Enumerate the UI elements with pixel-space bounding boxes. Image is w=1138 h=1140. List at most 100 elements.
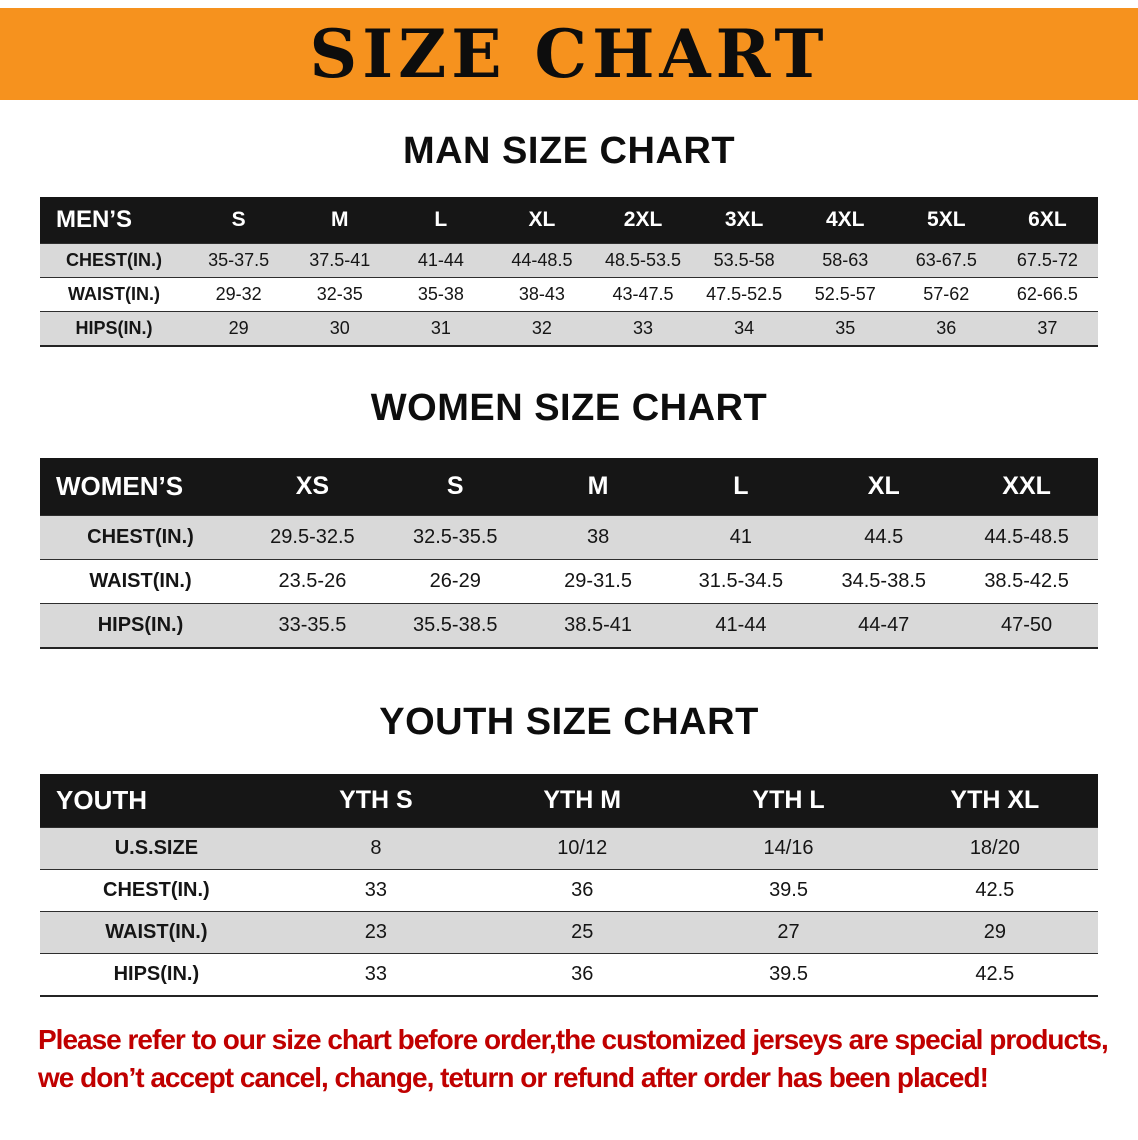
size-column-header: M bbox=[289, 197, 391, 244]
measurement-cell: 32.5-35.5 bbox=[383, 515, 527, 560]
measurement-cell: 32-35 bbox=[289, 277, 391, 312]
table-row: WAIST(IN.) 23 25 27 29 bbox=[40, 911, 1098, 954]
measurement-cell: 35-37.5 bbox=[188, 243, 290, 278]
header-row: MEN’S S M L XL 2XL 3XL 4XL 5XL 6XL bbox=[40, 197, 1098, 244]
size-column-header: L bbox=[669, 458, 813, 516]
measurement-cell: 37.5-41 bbox=[289, 243, 391, 278]
measurement-cell: 42.5 bbox=[891, 869, 1098, 912]
size-column-header: M bbox=[526, 458, 670, 516]
measurement-cell: 39.5 bbox=[685, 953, 892, 996]
measurement-cell: 41-44 bbox=[669, 603, 813, 648]
table-title-cell: WOMEN’S bbox=[40, 458, 242, 516]
measurement-cell: 57-62 bbox=[895, 277, 997, 312]
youth-size-chart-heading: YOUTH SIZE CHART bbox=[379, 701, 759, 743]
measurement-cell: 26-29 bbox=[383, 559, 527, 604]
man-size-chart-heading: MAN SIZE CHART bbox=[402, 130, 736, 172]
women-size-chart-section: WOMEN SIZE CHART WOMEN’S XS S M L XL XXL CHEST(I… bbox=[0, 387, 1138, 649]
size-column-header: 5XL bbox=[895, 197, 997, 244]
measurement-cell: 44-48.5 bbox=[491, 243, 593, 278]
measurement-cell: 37 bbox=[996, 311, 1098, 346]
measurement-cell: 33 bbox=[272, 869, 480, 912]
women-size-chart-heading: WOMEN SIZE CHART bbox=[370, 387, 768, 429]
measurement-cell: 42.5 bbox=[891, 953, 1098, 996]
footer-notice: Please refer to our size chart before or… bbox=[38, 1021, 1109, 1097]
measurement-cell: 30 bbox=[289, 311, 391, 346]
man-size-chart-section: MAN SIZE CHART MEN’S S M L XL 2XL 3XL 4XL 5XL 6XL C… bbox=[0, 130, 1138, 347]
measurement-cell: 29-31.5 bbox=[526, 559, 670, 604]
size-column-header: YTH M bbox=[479, 774, 686, 828]
size-column-header: YTH L bbox=[685, 774, 892, 828]
banner-title: SIZE CHART bbox=[309, 15, 829, 93]
measurement-cell: 31.5-34.5 bbox=[669, 559, 813, 604]
size-column-header: L bbox=[390, 197, 492, 244]
measurement-cell: 33 bbox=[592, 311, 694, 346]
measurement-cell: 41-44 bbox=[390, 243, 492, 278]
measurement-cell: 52.5-57 bbox=[794, 277, 896, 312]
row-label-cell: CHEST(IN.) bbox=[40, 869, 273, 912]
measurement-cell: 8 bbox=[272, 827, 480, 870]
measurement-cell: 29 bbox=[188, 311, 290, 346]
measurement-cell: 67.5-72 bbox=[996, 243, 1098, 278]
table-row: HIPS(IN.) 29 30 31 32 33 34 35 36 37 bbox=[40, 311, 1098, 346]
size-column-header: YTH XL bbox=[891, 774, 1098, 828]
measurement-cell: 62-66.5 bbox=[996, 277, 1098, 312]
women-size-chart-table: WOMEN’S XS S M L XL XXL CHEST(IN.) 29.5-32.5 32.5… bbox=[40, 458, 1098, 649]
row-label-cell: HIPS(IN.) bbox=[40, 311, 189, 346]
table-title-cell: YOUTH bbox=[40, 774, 273, 828]
measurement-cell: 23 bbox=[272, 911, 480, 954]
size-column-header: XL bbox=[491, 197, 593, 244]
measurement-cell: 41 bbox=[669, 515, 813, 560]
size-column-header: 6XL bbox=[996, 197, 1098, 244]
table-row: U.S.SIZE 8 10/12 14/16 18/20 bbox=[40, 827, 1098, 870]
measurement-cell: 38.5-41 bbox=[526, 603, 670, 648]
table-row: CHEST(IN.) 35-37.5 37.5-41 41-44 44-48.5 48.5… bbox=[40, 243, 1098, 278]
measurement-cell: 35 bbox=[794, 311, 896, 346]
table-title-cell: MEN’S bbox=[40, 197, 189, 244]
measurement-cell: 58-63 bbox=[794, 243, 896, 278]
measurement-cell: 33 bbox=[272, 953, 480, 996]
table-row: HIPS(IN.) 33 36 39.5 42.5 bbox=[40, 953, 1098, 996]
banner: SIZE CHART bbox=[0, 8, 1138, 100]
size-column-header: 2XL bbox=[592, 197, 694, 244]
measurement-cell: 53.5-58 bbox=[693, 243, 795, 278]
measurement-cell: 25 bbox=[479, 911, 686, 954]
measurement-cell: 38 bbox=[526, 515, 670, 560]
measurement-cell: 63-67.5 bbox=[895, 243, 997, 278]
measurement-cell: 47-50 bbox=[955, 603, 1098, 648]
row-label-cell: CHEST(IN.) bbox=[40, 243, 189, 278]
table-row: HIPS(IN.) 33-35.5 35.5-38.5 38.5-41 41-44 44-… bbox=[40, 603, 1098, 648]
size-column-header: XXL bbox=[955, 458, 1098, 516]
measurement-cell: 14/16 bbox=[685, 827, 892, 870]
measurement-cell: 39.5 bbox=[685, 869, 892, 912]
size-column-header: S bbox=[383, 458, 527, 516]
size-column-header: XS bbox=[241, 458, 384, 516]
size-column-header: YTH S bbox=[272, 774, 480, 828]
size-column-header: 3XL bbox=[693, 197, 795, 244]
table-row: WAIST(IN.) 23.5-26 26-29 29-31.5 31.5-34.5 34… bbox=[40, 559, 1098, 604]
youth-size-chart-section: YOUTH SIZE CHART YOUTH YTH S YTH M YTH L YTH … bbox=[0, 701, 1138, 997]
measurement-cell: 44-47 bbox=[812, 603, 956, 648]
measurement-cell: 36 bbox=[479, 869, 686, 912]
measurement-cell: 35-38 bbox=[390, 277, 492, 312]
row-label-cell: HIPS(IN.) bbox=[40, 603, 242, 648]
row-label-cell: U.S.SIZE bbox=[40, 827, 273, 870]
measurement-cell: 36 bbox=[479, 953, 686, 996]
measurement-cell: 34 bbox=[693, 311, 795, 346]
measurement-cell: 31 bbox=[390, 311, 492, 346]
measurement-cell: 23.5-26 bbox=[241, 559, 384, 604]
size-column-header: S bbox=[188, 197, 290, 244]
measurement-cell: 32 bbox=[491, 311, 593, 346]
row-label-cell: HIPS(IN.) bbox=[40, 953, 273, 996]
measurement-cell: 44.5 bbox=[812, 515, 956, 560]
size-chart-page: SIZE CHART MAN SIZE CHART MEN’S S M L XL 2XL 3X… bbox=[0, 8, 1138, 1097]
table-row: CHEST(IN.) 33 36 39.5 42.5 bbox=[40, 869, 1098, 912]
measurement-cell: 43-47.5 bbox=[592, 277, 694, 312]
table-row: CHEST(IN.) 29.5-32.5 32.5-35.5 38 41 44.5 44.5… bbox=[40, 515, 1098, 560]
measurement-cell: 10/12 bbox=[479, 827, 686, 870]
measurement-cell: 29-32 bbox=[188, 277, 290, 312]
measurement-cell: 27 bbox=[685, 911, 892, 954]
row-label-cell: WAIST(IN.) bbox=[40, 277, 189, 312]
header-row: YOUTH YTH S YTH M YTH L YTH XL bbox=[40, 774, 1098, 828]
measurement-cell: 35.5-38.5 bbox=[383, 603, 527, 648]
measurement-cell: 48.5-53.5 bbox=[592, 243, 694, 278]
